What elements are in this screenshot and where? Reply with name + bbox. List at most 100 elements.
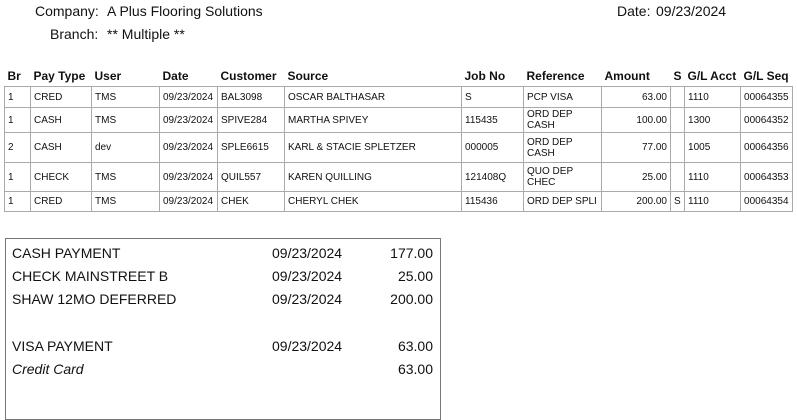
column-header: Br [7,69,21,83]
summary-amount: 177.00 [390,245,433,261]
column-header: Job No [464,69,506,83]
summary-subtotal: Credit Card 63.00 [6,361,440,381]
table-cell: 2 [4,132,31,163]
table-cell: KAREN QUILLING [284,162,462,192]
table-cell: BAL3098 [217,86,285,108]
summary-amount: 200.00 [390,291,433,307]
column-header: Amount [604,69,650,83]
table-cell: OSCAR BALTHASAR [284,86,462,108]
table-cell: CHERYL CHEK [284,191,462,212]
table-cell: MARTHA SPIVEY [284,107,462,133]
table-cell: CASH [30,107,92,133]
column-header: User [94,69,122,83]
payments-table: Br Pay Type User Date Customer Source Job No Re… [4,66,794,212]
table-cell: 77.00 [601,132,671,163]
column-header: Customer [220,69,277,83]
table-cell: 00064353 [740,162,794,192]
column-header: Source [287,69,329,83]
table-cell: 200.00 [601,191,671,212]
table-cell: 115435 [461,107,524,133]
table-row: 1 CASH TMS 09/23/2024 SPIVE284 MARTHA SPIVEY 1… [4,107,794,133]
column-header: G/L Seq [743,69,789,83]
summary-amount: 25.00 [397,268,433,284]
table-cell: 09/23/2024 [159,132,218,163]
table-cell: QUIL557 [217,162,285,192]
table-cell: 00064352 [740,107,794,133]
table-cell: CRED [30,191,92,212]
table-cell: TMS [91,191,160,212]
column-header: G/L Acct [687,69,737,83]
date: 09/23/2024 [656,3,727,19]
date-label: Date: [617,3,651,19]
table-cell [669,86,686,108]
summary-row: CASH PAYMENT 09/23/2024 177.00 [6,245,440,265]
subtotal-amount: 63.00 [397,361,433,377]
table-cell: 1005 [684,132,742,163]
table-cell: 09/23/2024 [159,107,218,133]
table-cell: 100.00 [601,107,671,133]
table-cell: 1110 [684,86,742,108]
table-cell: 1110 [684,162,742,192]
table-cell: SPIVE284 [217,107,285,133]
table-row: 1 CRED TMS 09/23/2024 BAL3098 OSCAR BALTHASAR… [4,86,794,108]
table-row: 1 CHECK TMS 09/23/2024 QUIL557 KAREN QUILLING… [4,162,794,192]
table-cell: 25.00 [601,162,671,192]
summary-label: VISA PAYMENT [12,338,113,354]
table-cell: ORD DEP CASH [523,107,602,133]
table-cell: CRED [30,86,92,108]
table-cell: CHEK [217,191,285,212]
table-cell: 00064355 [740,86,794,108]
table-cell: TMS [91,162,160,192]
table-cell: 00064356 [740,132,794,163]
table-cell: 1110 [684,191,742,212]
table-cell [669,162,686,192]
table-cell: PCP VISA [523,86,602,108]
page: Company: A Plus Flooring Solutions Date:… [4,3,794,420]
company-label: Company: [35,3,99,19]
summary-date: 09/23/2024 [272,338,343,354]
table-cell: QUO DEP CHEC [523,162,602,192]
summary-amount: 63.00 [397,338,433,354]
company: A Plus Flooring Solutions [107,3,263,19]
table-cell: CASH [30,132,92,163]
table-cell: 1 [4,162,31,192]
table-cell: 00064354 [740,191,794,212]
column-header: S [673,69,682,83]
table-cell: S [461,86,524,108]
table-cell: KARL & STACIE SPLETZER [284,132,462,163]
table-cell: 1300 [684,107,742,133]
subtotal-label: Credit Card [12,361,84,377]
summary-row: VISA PAYMENT 09/23/2024 63.00 [6,338,440,358]
summary-date: 09/23/2024 [272,291,343,307]
table-cell: 000005 [461,132,524,163]
summary-label: SHAW 12MO DEFERRED [12,291,177,307]
branch: ** Multiple ** [107,26,185,42]
table-cell: 1 [4,86,31,108]
table-cell: 63.00 [601,86,671,108]
table-cell: 1 [4,191,31,212]
table-cell: TMS [91,107,160,133]
table-cell: 09/23/2024 [159,191,218,212]
table-cell: 09/23/2024 [159,86,218,108]
column-header: Pay Type [33,69,86,83]
table-cell: 09/23/2024 [159,162,218,192]
table-cell: CHECK [30,162,92,192]
column-header: Date [162,69,189,83]
summary-date: 09/23/2024 [272,268,343,284]
table-cell: dev [91,132,160,163]
table-cell: S [669,191,686,212]
table-cell [669,132,686,163]
summary-row: CHECK MAINSTREET B 09/23/2024 25.00 [6,268,440,288]
table-cell [669,107,686,133]
table-cell: 115436 [461,191,524,212]
branch-label: Branch: [50,26,99,42]
summary-row: SHAW 12MO DEFERRED 09/23/2024 200.00 [6,291,440,311]
summary-box: CASH PAYMENT 09/23/2024 177.00 CHECK MAINST… [5,238,441,420]
summary-label: CHECK MAINSTREET B [12,268,169,284]
summary-label: CASH PAYMENT [12,245,121,261]
table-row: 1 CRED TMS 09/23/2024 CHEK CHERYL CHEK 115436 O… [4,191,794,212]
table-cell: ORD DEP SPLI [523,191,602,212]
table-cell: ORD DEP CASH [523,132,602,163]
table-row: 2 CASH dev 09/23/2024 SPLE6615 KARL & STACIE … [4,132,794,163]
column-header: Reference [526,69,585,83]
